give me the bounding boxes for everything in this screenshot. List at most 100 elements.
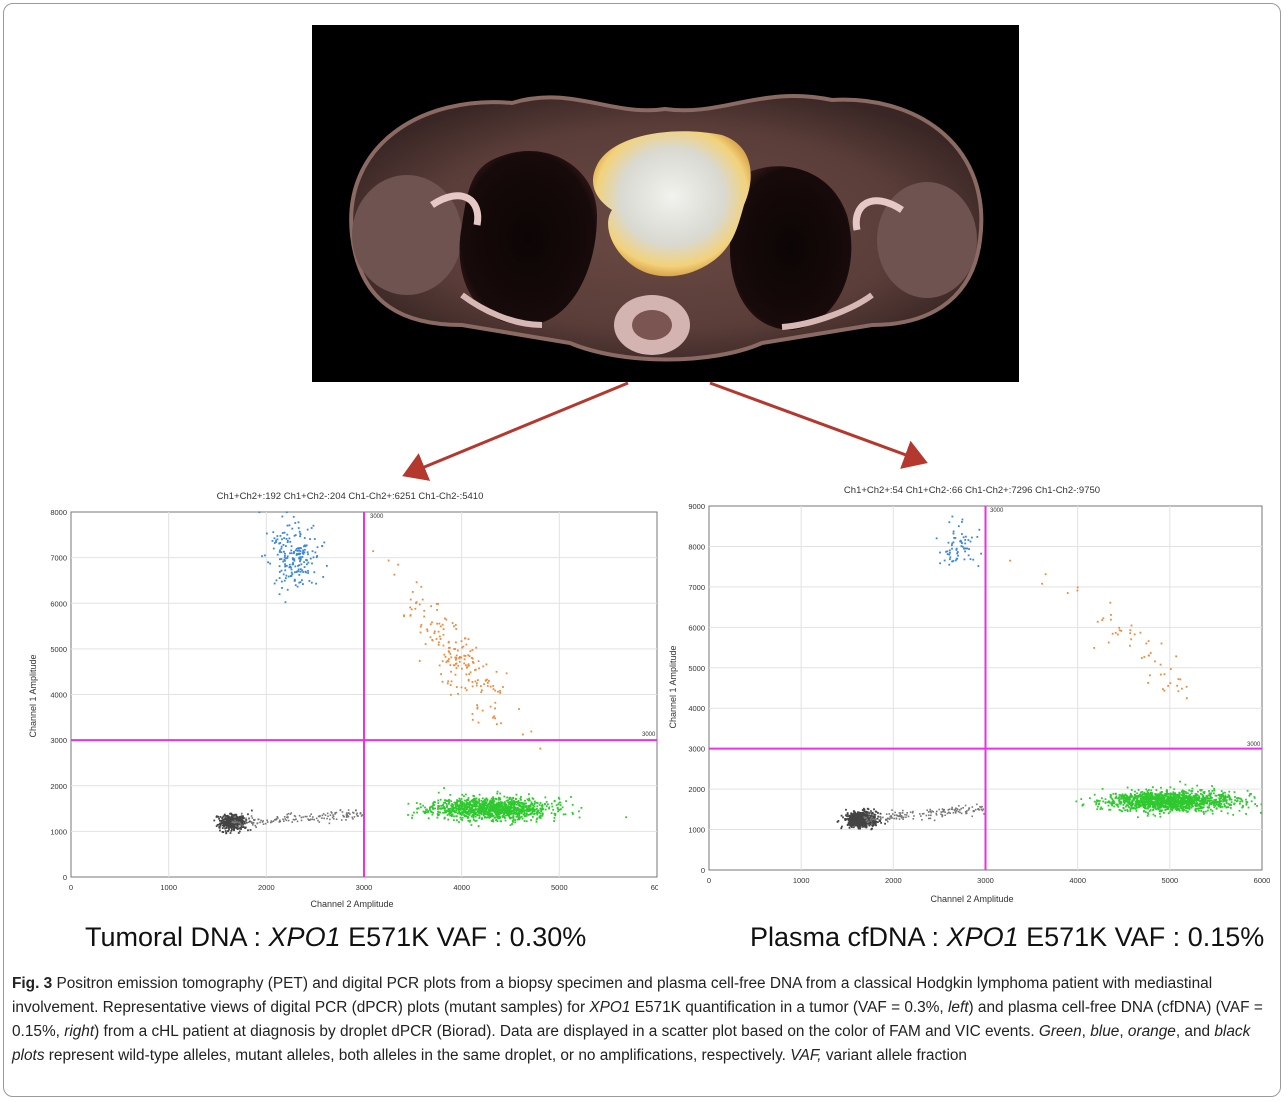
droplet-point (1217, 803, 1220, 806)
droplet-point (1129, 807, 1132, 810)
x-tick-label: 4000 (1069, 876, 1086, 885)
droplet-point (496, 807, 499, 809)
droplet-point (267, 561, 270, 564)
droplet-point (858, 811, 861, 814)
droplet-point (495, 804, 498, 807)
caption-text: represent wild-type alleles, mutant alle… (44, 1047, 791, 1064)
droplet-point (557, 803, 560, 806)
droplet-point (359, 812, 362, 815)
droplet-point (1220, 795, 1223, 798)
droplet-point (307, 553, 309, 556)
droplet-point (560, 808, 562, 811)
droplet-point (444, 655, 447, 658)
droplet-point (340, 819, 343, 821)
droplet-point (1138, 800, 1140, 802)
droplet-point (1174, 795, 1176, 797)
droplet-point (1178, 791, 1181, 794)
droplet-point (1188, 799, 1191, 801)
droplet-point (1245, 802, 1248, 805)
droplet-point (967, 539, 970, 541)
caption-gene: XPO1 (589, 999, 631, 1016)
droplet-point (877, 821, 879, 823)
droplet-point (478, 810, 481, 813)
droplet-point (1198, 804, 1201, 807)
droplet-point (505, 799, 508, 802)
droplet-point (306, 528, 309, 531)
droplet-point (528, 799, 531, 802)
droplet-point (1159, 806, 1162, 809)
droplet-point (329, 818, 331, 821)
droplet-point (858, 818, 860, 821)
droplet-point (944, 814, 946, 817)
droplet-point (545, 800, 548, 803)
droplet-point (890, 817, 892, 819)
droplet-point (510, 817, 513, 819)
droplet-point (952, 811, 955, 814)
droplet-point (1184, 806, 1187, 809)
droplet-point (290, 812, 293, 814)
droplet-point (1145, 796, 1148, 799)
droplet-point (1141, 793, 1144, 796)
droplet-point (447, 802, 450, 805)
droplet-point (872, 824, 875, 827)
droplet-point (312, 816, 314, 818)
droplet-point (1134, 797, 1137, 799)
droplet-point (857, 822, 860, 825)
droplet-point (431, 621, 433, 624)
droplet-point (1109, 793, 1112, 796)
droplet-point (964, 539, 967, 541)
droplet-point (475, 684, 478, 687)
droplet-point (895, 814, 898, 816)
droplet-point (1135, 802, 1138, 804)
droplet-point (1112, 792, 1115, 795)
droplet-point (478, 793, 481, 796)
droplet-point (950, 808, 953, 810)
droplet-point (1224, 791, 1226, 794)
droplet-point (482, 807, 485, 810)
droplet-point (518, 818, 520, 821)
droplet-point (1211, 809, 1214, 812)
droplet-point (935, 812, 938, 815)
droplet-point (1044, 573, 1047, 576)
droplet-point (224, 827, 227, 830)
x-axis-label: Channel 2 Amplitude (930, 894, 1013, 904)
droplet-point (414, 607, 417, 610)
droplet-point (983, 813, 985, 815)
droplet-point (280, 551, 283, 554)
droplet-point (1135, 804, 1138, 807)
droplet-point (227, 830, 230, 833)
droplet-point (333, 818, 335, 820)
droplet-point (969, 540, 972, 543)
droplet-point (523, 809, 526, 812)
droplet-point (887, 817, 890, 820)
droplet-point (960, 540, 963, 543)
droplet-point (433, 632, 436, 635)
droplet-point (494, 806, 497, 809)
droplet-point (234, 819, 236, 822)
droplet-point (976, 803, 978, 806)
droplet-point (1132, 796, 1135, 799)
droplet-point (525, 815, 528, 817)
droplet-point (1145, 642, 1148, 645)
droplet-point (976, 536, 979, 538)
droplet-point (848, 820, 851, 823)
droplet-point (1211, 796, 1213, 799)
droplet-point (1127, 802, 1130, 805)
droplet-point (466, 813, 469, 815)
droplet-point (499, 812, 501, 815)
droplet-point (535, 818, 538, 821)
droplet-point (287, 819, 290, 822)
droplet-point (513, 807, 515, 810)
droplet-point (860, 823, 862, 825)
x-tick-label: 4000 (453, 883, 470, 892)
droplet-point (1210, 797, 1212, 799)
droplet-point (1126, 810, 1129, 813)
droplet-point (1097, 799, 1099, 802)
droplet-point (295, 571, 298, 573)
droplet-point (945, 550, 947, 553)
droplet-point (1173, 795, 1175, 798)
droplet-point (475, 805, 478, 808)
droplet-point (285, 538, 288, 540)
droplet-point (487, 816, 489, 818)
droplet-point (293, 818, 296, 821)
